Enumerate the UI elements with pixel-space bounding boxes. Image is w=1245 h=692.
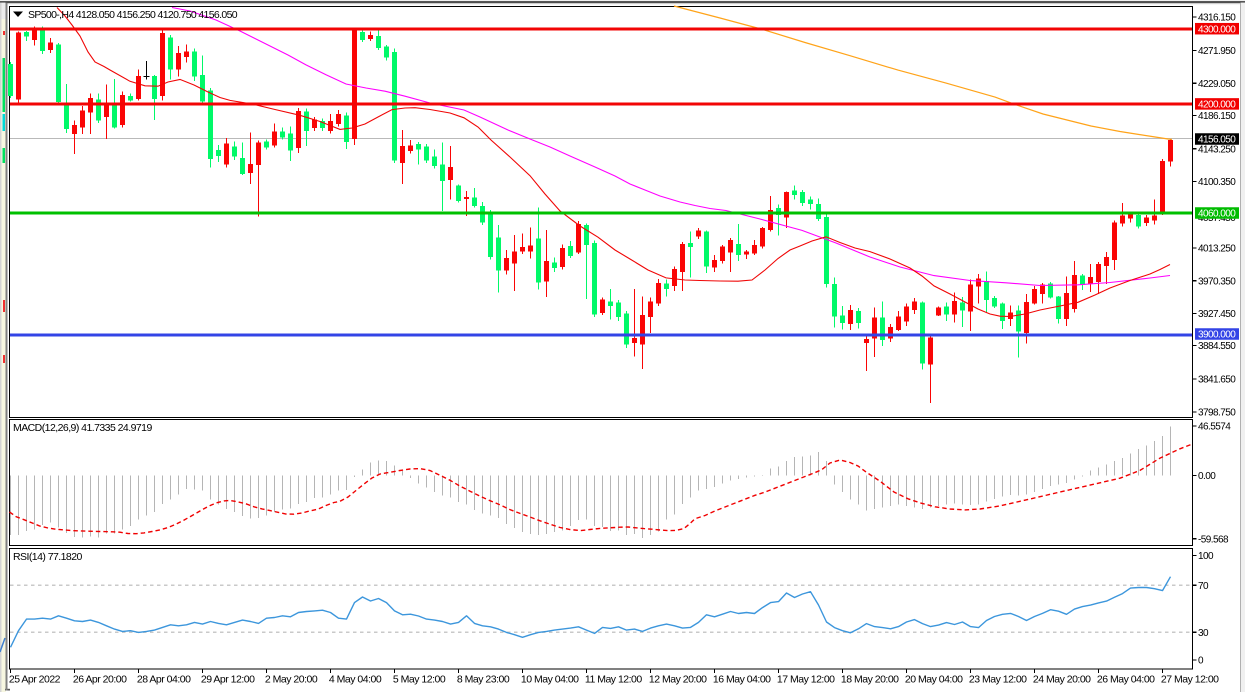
svg-text:18 May 20:00: 18 May 20:00 xyxy=(841,673,899,685)
svg-text:8 May 23:00: 8 May 23:00 xyxy=(457,673,510,685)
svg-text:5 May 12:00: 5 May 12:00 xyxy=(393,673,446,685)
svg-text:24 May 20:00: 24 May 20:00 xyxy=(1033,673,1091,685)
svg-text:3970.350: 3970.350 xyxy=(1198,276,1236,287)
svg-text:3798.750: 3798.750 xyxy=(1198,408,1236,419)
svg-text:4271.950: 4271.950 xyxy=(1198,46,1236,57)
svg-text:MACD(12,26,9) 41.7335 24.9719: MACD(12,26,9) 41.7335 24.9719 xyxy=(13,422,152,434)
svg-text:3927.450: 3927.450 xyxy=(1198,309,1236,320)
svg-text:30: 30 xyxy=(1198,628,1209,639)
svg-text:3900.000: 3900.000 xyxy=(1198,330,1236,341)
svg-text:-59.568: -59.568 xyxy=(1198,534,1229,545)
svg-text:20 May 04:00: 20 May 04:00 xyxy=(905,673,963,685)
svg-text:25 Apr 2022: 25 Apr 2022 xyxy=(9,673,61,685)
svg-text:100: 100 xyxy=(1198,551,1214,562)
svg-text:2 May 20:00: 2 May 20:00 xyxy=(265,673,318,685)
svg-text:4013.250: 4013.250 xyxy=(1198,244,1236,255)
svg-text:23 May 12:00: 23 May 12:00 xyxy=(969,673,1027,685)
svg-text:4300.000: 4300.000 xyxy=(1198,24,1236,35)
svg-text:11 May 12:00: 11 May 12:00 xyxy=(585,673,643,685)
svg-text:RSI(14) 77.1820: RSI(14) 77.1820 xyxy=(13,551,83,563)
svg-text:26 Apr 20:00: 26 Apr 20:00 xyxy=(73,673,127,685)
svg-text:0: 0 xyxy=(1198,656,1204,667)
svg-text:4156.050: 4156.050 xyxy=(1198,135,1236,146)
svg-text:26 May 04:00: 26 May 04:00 xyxy=(1097,673,1155,685)
svg-text:27 May 12:00: 27 May 12:00 xyxy=(1161,673,1219,685)
svg-text:SP500-,H4 4128.050 4156.250: SP500-,H4 4128.050 4156.250 4120.750 415… xyxy=(28,9,238,21)
svg-text:3884.550: 3884.550 xyxy=(1198,341,1236,352)
svg-text:0.00: 0.00 xyxy=(1198,471,1216,482)
svg-text:3841.650: 3841.650 xyxy=(1198,375,1236,386)
svg-text:4 May 04:00: 4 May 04:00 xyxy=(329,673,382,685)
svg-text:16 May 04:00: 16 May 04:00 xyxy=(713,673,771,685)
svg-text:4200.000: 4200.000 xyxy=(1198,100,1236,111)
svg-text:4186.150: 4186.150 xyxy=(1198,111,1236,122)
svg-text:46.5574: 46.5574 xyxy=(1198,422,1231,433)
svg-text:28 Apr 04:00: 28 Apr 04:00 xyxy=(137,673,191,685)
svg-text:70: 70 xyxy=(1198,581,1209,592)
svg-text:10 May 04:00: 10 May 04:00 xyxy=(521,673,579,685)
svg-text:4060.000: 4060.000 xyxy=(1198,209,1236,220)
svg-text:4143.250: 4143.250 xyxy=(1198,144,1236,155)
svg-text:4100.350: 4100.350 xyxy=(1198,177,1236,188)
svg-text:4229.050: 4229.050 xyxy=(1198,79,1236,90)
svg-text:29 Apr 12:00: 29 Apr 12:00 xyxy=(201,673,255,685)
svg-text:12 May 20:00: 12 May 20:00 xyxy=(649,673,707,685)
svg-text:17 May 12:00: 17 May 12:00 xyxy=(777,673,835,685)
svg-text:4316.150: 4316.150 xyxy=(1198,13,1236,24)
